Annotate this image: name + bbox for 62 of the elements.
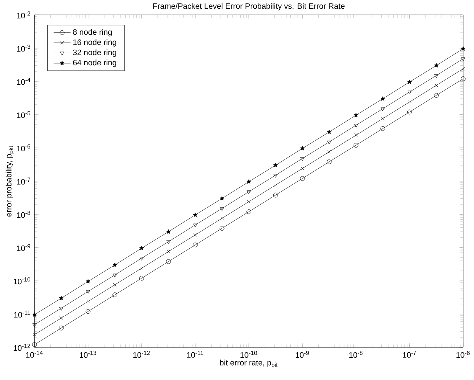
point <box>86 309 91 314</box>
point <box>300 146 305 151</box>
point <box>246 209 252 214</box>
point <box>327 140 332 144</box>
point <box>434 74 439 78</box>
point <box>86 300 90 304</box>
point <box>327 160 332 164</box>
point <box>274 174 278 178</box>
point <box>407 110 412 114</box>
point <box>381 116 385 120</box>
point <box>59 326 64 331</box>
point <box>86 290 90 294</box>
point <box>354 124 358 128</box>
point <box>327 130 332 134</box>
point <box>434 63 439 68</box>
point <box>220 207 224 211</box>
point <box>193 242 198 248</box>
point <box>408 90 412 94</box>
point <box>166 229 171 234</box>
point <box>246 179 252 184</box>
point <box>273 192 278 198</box>
point <box>247 200 251 204</box>
point <box>112 292 118 298</box>
point <box>60 316 64 320</box>
point <box>380 108 386 112</box>
point <box>300 166 304 170</box>
point <box>300 176 306 181</box>
point <box>354 134 358 138</box>
point <box>220 196 225 201</box>
point <box>328 150 332 154</box>
point <box>113 274 118 278</box>
point <box>380 126 386 132</box>
point <box>220 226 225 231</box>
point <box>140 276 144 281</box>
point <box>166 240 171 244</box>
point <box>434 84 438 88</box>
point <box>274 162 278 168</box>
point <box>354 142 359 148</box>
point <box>220 216 224 220</box>
point <box>140 266 144 270</box>
point <box>274 183 278 187</box>
point <box>140 256 144 261</box>
point <box>300 157 305 161</box>
point <box>113 283 117 287</box>
point <box>166 250 170 254</box>
point <box>86 279 91 284</box>
point <box>408 100 412 104</box>
point <box>59 307 64 311</box>
point <box>194 233 198 237</box>
point <box>193 212 198 217</box>
point <box>193 224 198 228</box>
point <box>59 296 64 300</box>
point <box>354 112 359 118</box>
point <box>32 312 37 317</box>
point <box>246 190 252 194</box>
point <box>380 96 386 101</box>
point <box>112 262 118 268</box>
point <box>166 259 172 264</box>
point <box>461 46 466 51</box>
point <box>140 246 144 250</box>
point <box>434 93 439 98</box>
point <box>408 80 412 84</box>
